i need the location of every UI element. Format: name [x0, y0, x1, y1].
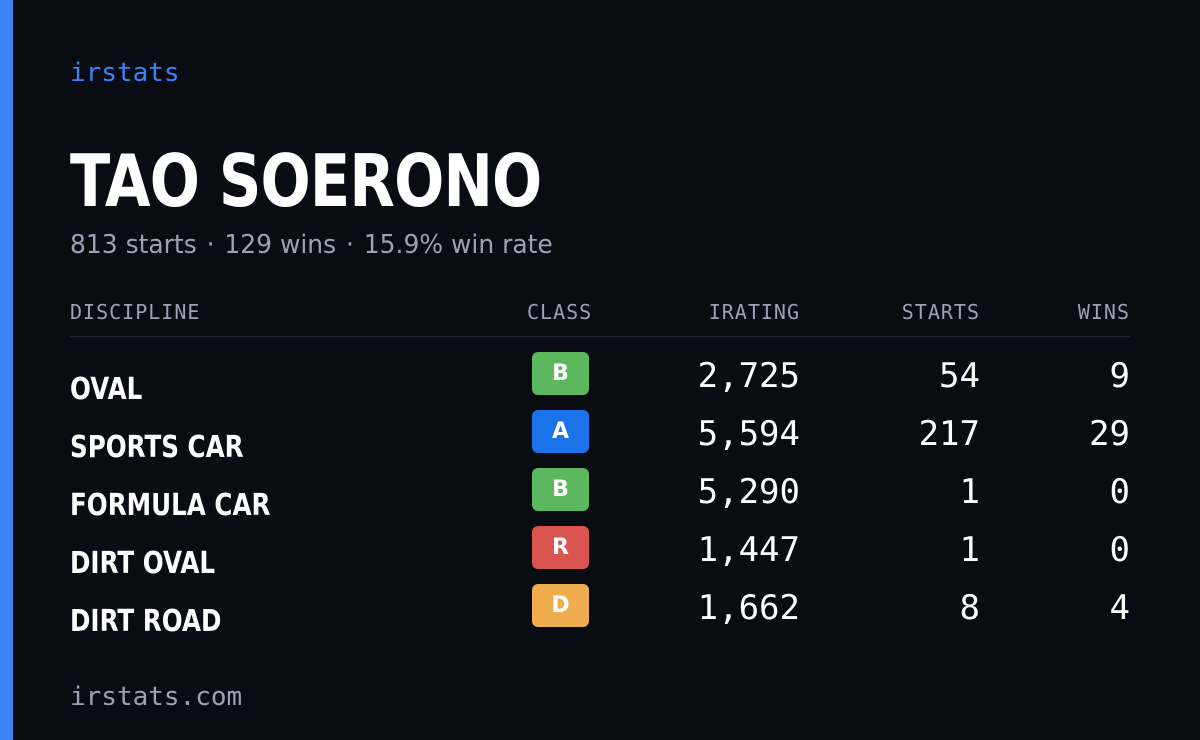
row-starts: 1 [959, 530, 980, 570]
table-row: DIRT OVAL R 1,447 1 0 [70, 526, 1130, 584]
summary-separator: · [206, 230, 215, 260]
footer-url: irstats.com [70, 682, 243, 712]
row-discipline: FORMULA CAR [70, 488, 271, 523]
row-starts: 54 [939, 356, 980, 396]
table-row: DIRT ROAD D 1,662 8 4 [70, 584, 1130, 642]
class-badge: B [532, 468, 589, 511]
table-header: DISCIPLINE CLASS IRATING STARTS WINS [70, 298, 1130, 337]
class-badge: A [532, 410, 589, 453]
table-body: OVAL B 2,725 54 9 SPORTS CAR A 5,594 217… [70, 352, 1130, 642]
row-wins: 29 [1089, 414, 1130, 454]
driver-summary: 813 starts · 129 wins · 15.9% win rate [70, 228, 553, 262]
row-irating: 1,447 [697, 530, 800, 570]
row-starts: 1 [959, 472, 980, 512]
header-class: CLASS [527, 300, 593, 324]
row-irating: 5,290 [697, 472, 800, 512]
row-discipline: DIRT OVAL [70, 546, 216, 581]
summary-separator: · [345, 230, 354, 260]
discipline-table: DISCIPLINE CLASS IRATING STARTS WINS OVA… [70, 298, 1130, 639]
header-starts: STARTS [901, 300, 980, 324]
row-irating: 2,725 [697, 356, 800, 396]
row-starts: 217 [918, 414, 980, 454]
row-discipline: DIRT ROAD [70, 604, 222, 639]
header-discipline: DISCIPLINE [70, 300, 201, 324]
class-badge: B [532, 352, 589, 395]
table-row: OVAL B 2,725 54 9 [70, 352, 1130, 410]
header-wins: WINS [1077, 300, 1130, 324]
driver-name: TAO SOERONO [70, 139, 542, 223]
row-discipline: OVAL [70, 372, 143, 407]
row-wins: 0 [1109, 472, 1130, 512]
accent-bar [0, 0, 13, 740]
summary-wins: 129 wins [224, 230, 337, 260]
row-wins: 9 [1109, 356, 1130, 396]
header-irating: IRATING [708, 300, 800, 324]
row-irating: 5,594 [697, 414, 800, 454]
row-irating: 1,662 [697, 588, 800, 628]
table-row: FORMULA CAR B 5,290 1 0 [70, 468, 1130, 526]
brand-logo-text: irstats [70, 58, 180, 88]
table-row: SPORTS CAR A 5,594 217 29 [70, 410, 1130, 468]
class-badge: D [532, 584, 589, 627]
class-badge: R [532, 526, 589, 569]
row-discipline: SPORTS CAR [70, 430, 244, 465]
row-wins: 4 [1109, 588, 1130, 628]
row-starts: 8 [959, 588, 980, 628]
summary-win-rate: 15.9% win rate [363, 230, 553, 260]
row-wins: 0 [1109, 530, 1130, 570]
summary-starts: 813 starts [70, 230, 197, 260]
